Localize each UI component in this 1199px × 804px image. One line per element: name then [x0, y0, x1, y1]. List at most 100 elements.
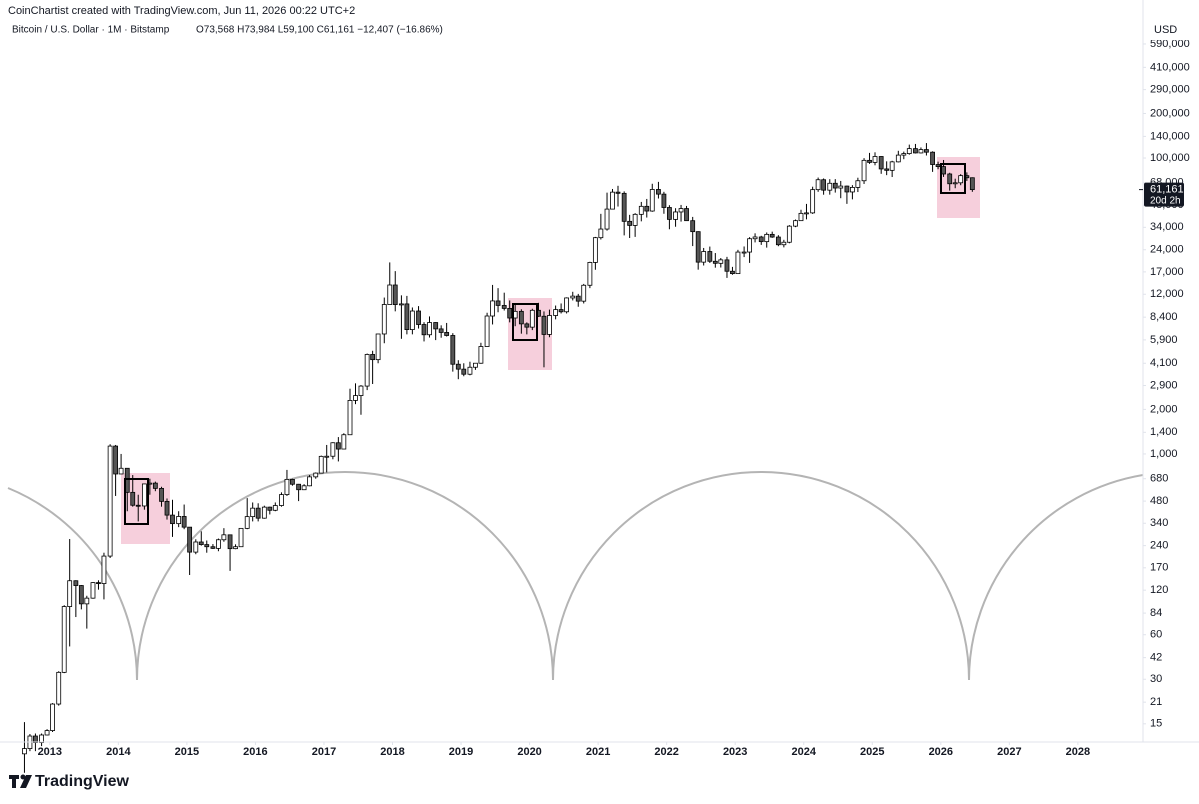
candle-body: [701, 251, 707, 263]
candle-body: [50, 703, 55, 731]
candle-body: [707, 251, 713, 262]
candle-body: [615, 191, 621, 194]
y-tick-label: 8,400: [1150, 311, 1178, 323]
candle-body: [547, 315, 552, 335]
candle-body: [861, 159, 867, 182]
candle-body: [478, 346, 484, 364]
candle-body: [244, 516, 250, 529]
currency-bg: [1144, 20, 1199, 40]
x-tick-label: 2015: [175, 746, 199, 758]
candle-body: [793, 220, 798, 227]
candle-body: [399, 303, 404, 306]
candle-body: [347, 400, 353, 436]
candle-body: [421, 324, 427, 336]
candle-body: [649, 189, 655, 212]
candle-body: [878, 156, 884, 170]
candle-body: [855, 180, 861, 188]
candle-body: [433, 322, 439, 330]
box-outline: [940, 163, 966, 194]
candle-body: [284, 478, 290, 496]
candle-body: [581, 284, 587, 302]
candle-body: [450, 335, 456, 365]
candle-body: [507, 308, 513, 319]
candle-body: [159, 487, 164, 502]
x-tick-label: 2017: [312, 746, 336, 758]
y-tick-label: 30: [1150, 673, 1162, 685]
candle-body: [364, 354, 370, 387]
candle-body: [358, 385, 364, 396]
y-tick-label: 2,900: [1150, 379, 1178, 391]
candle-body: [924, 149, 929, 153]
candle-body: [444, 332, 450, 336]
candle-body: [735, 251, 741, 275]
candle-body: [741, 251, 747, 254]
candle-body: [844, 185, 850, 193]
candle-body: [587, 262, 593, 286]
x-tick-label: 2027: [997, 746, 1021, 758]
candle-body: [610, 191, 615, 210]
candle-body: [267, 506, 273, 511]
candle-body: [313, 472, 319, 478]
candle-body: [764, 233, 770, 243]
candle-body: [815, 179, 821, 191]
candle-body: [747, 238, 752, 253]
candle-body: [455, 363, 461, 370]
candle-body: [769, 233, 775, 238]
candle-body: [490, 300, 495, 317]
candle-body: [529, 309, 535, 328]
candle-body: [44, 730, 50, 736]
candle-body: [678, 208, 684, 213]
last-price-label: 61,161: [1150, 184, 1184, 196]
candle-body: [176, 516, 182, 525]
y-tick-label: 170: [1150, 562, 1168, 574]
candle-body: [638, 205, 644, 215]
candle-body: [404, 303, 410, 330]
candle-body: [906, 148, 912, 154]
candle-body: [210, 546, 216, 549]
candle-body: [461, 368, 467, 375]
candle-body: [250, 507, 256, 518]
x-tick-label: 2013: [38, 746, 62, 758]
x-tick-label: 2014: [106, 746, 131, 758]
candle-body: [370, 354, 376, 361]
logo: TradingView: [9, 773, 130, 790]
candle-body: [673, 211, 678, 220]
box-outline: [512, 303, 538, 341]
y-tick-label: 15: [1150, 718, 1162, 730]
x-tick-label: 2024: [791, 746, 816, 758]
cycle-arc: [968, 474, 1143, 681]
x-tick-label: 2026: [929, 746, 953, 758]
candle-body: [67, 580, 73, 607]
candle-body: [930, 151, 935, 165]
candle-body: [152, 482, 158, 489]
candle-body: [661, 193, 667, 208]
candle-body: [375, 333, 381, 361]
y-tick-label: 34,000: [1150, 221, 1184, 233]
cycle-arcs: [7, 471, 1143, 681]
x-tick-label: 2019: [449, 746, 473, 758]
candle-body: [330, 442, 336, 457]
candle-body: [495, 300, 501, 306]
y-tick-label: 200,000: [1150, 107, 1190, 119]
y-tick-label: 680: [1150, 473, 1168, 485]
candle-body: [392, 284, 398, 305]
y-tick-label: 290,000: [1150, 84, 1190, 96]
candle-body: [135, 504, 141, 507]
x-tick-label: 2028: [1066, 746, 1090, 758]
candle-body: [913, 148, 918, 154]
candle-body: [307, 476, 312, 487]
candle-body: [193, 541, 199, 553]
candle-body: [296, 483, 302, 491]
y-tick-label: 24,000: [1150, 244, 1184, 256]
candle-body: [335, 442, 341, 450]
candle-body: [872, 156, 878, 163]
candle-body: [187, 526, 193, 553]
y-tick-label: 5,900: [1150, 334, 1178, 346]
candle-body: [78, 585, 84, 605]
candle-body: [290, 478, 295, 485]
candle-body: [969, 177, 975, 191]
candle-body: [130, 491, 136, 506]
candle-body: [804, 212, 809, 215]
candle-body: [564, 297, 569, 313]
